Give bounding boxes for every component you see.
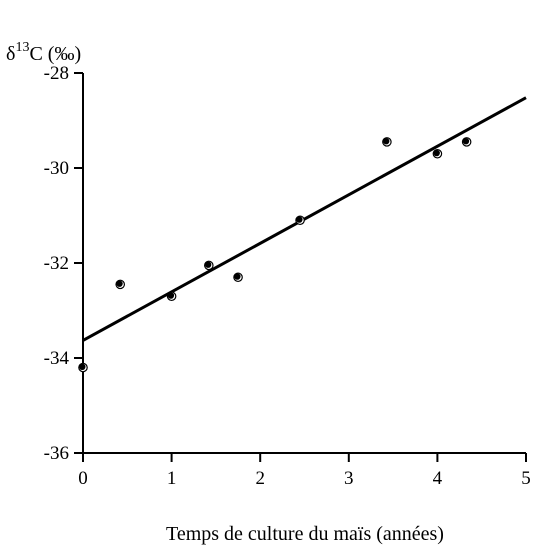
axes: -36 -34 -32 -30 -28 0 1 2 3 4 5 <box>44 63 531 489</box>
y-tick-label: -34 <box>44 348 70 369</box>
y-tick-label: -30 <box>44 158 69 179</box>
data-point <box>295 215 305 226</box>
y-tick-label: -32 <box>44 253 69 274</box>
data-point <box>432 148 443 159</box>
y-tick-label: -28 <box>44 63 69 84</box>
x-axis-title: Temps de culture du maïs (années) <box>166 523 444 545</box>
x-tick-label: 0 <box>78 468 88 489</box>
x-tick-label: 3 <box>344 468 354 489</box>
x-tick-label: 5 <box>521 468 531 489</box>
x-tick-label: 1 <box>167 468 177 489</box>
data-point <box>204 260 214 271</box>
data-point <box>233 272 243 283</box>
data-point <box>115 279 126 290</box>
data-point <box>382 137 392 147</box>
data-points <box>78 137 472 373</box>
y-tick-label: -36 <box>44 443 69 464</box>
data-point <box>78 362 88 373</box>
x-tick-label: 2 <box>255 468 265 489</box>
data-point <box>166 291 177 302</box>
y-axis-title: δ13C (‰) <box>6 40 81 65</box>
data-point <box>461 137 472 147</box>
x-tick-label: 4 <box>433 468 443 489</box>
